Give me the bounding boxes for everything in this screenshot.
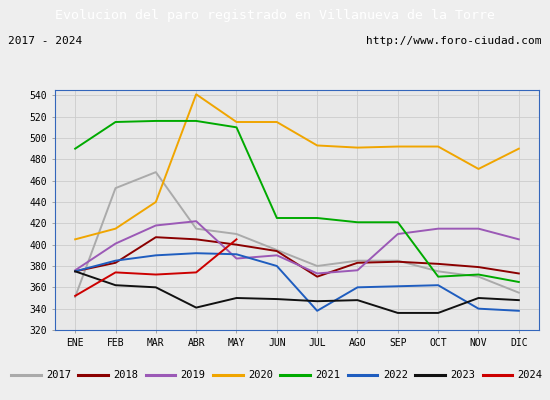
Text: http://www.foro-ciudad.com: http://www.foro-ciudad.com xyxy=(366,36,542,46)
Text: 2024: 2024 xyxy=(518,370,542,380)
Text: Evolucion del paro registrado en Villanueva de la Torre: Evolucion del paro registrado en Villanu… xyxy=(55,8,495,22)
Text: 2020: 2020 xyxy=(248,370,273,380)
Text: 2017: 2017 xyxy=(46,370,71,380)
Text: 2019: 2019 xyxy=(180,370,206,380)
Text: 2023: 2023 xyxy=(450,370,475,380)
Text: 2018: 2018 xyxy=(113,370,138,380)
Text: 2021: 2021 xyxy=(315,370,340,380)
Text: 2022: 2022 xyxy=(383,370,408,380)
Text: 2017 - 2024: 2017 - 2024 xyxy=(8,36,82,46)
